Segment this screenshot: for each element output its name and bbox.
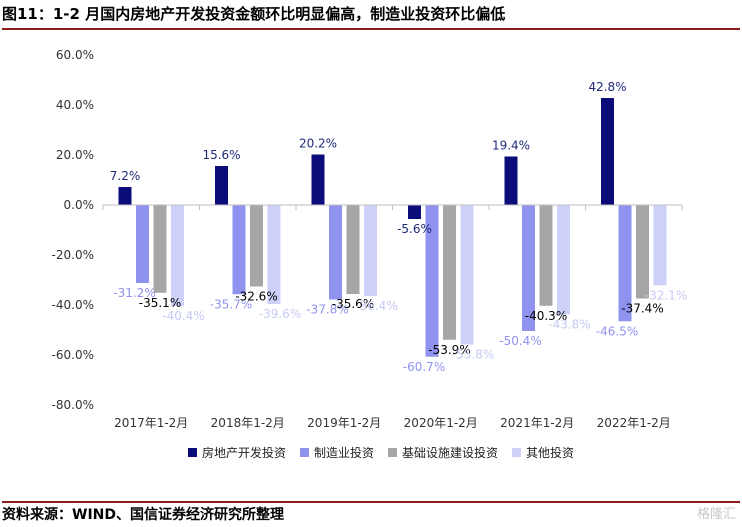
data-label-1-4: -5.6%	[397, 222, 432, 236]
bar-4-3	[364, 205, 377, 296]
y-tick-label: 60.0%	[56, 48, 94, 62]
y-tick-label: -20.0%	[52, 248, 94, 262]
x-tick-label: 2022年1-2月	[597, 416, 671, 430]
data-label-1-1: 7.2%	[110, 169, 141, 183]
bar-4-2	[267, 205, 281, 304]
data-label-2-6: -46.5%	[596, 324, 638, 338]
y-tick-label: -80.0%	[52, 398, 94, 412]
bar-4-6	[653, 205, 667, 286]
y-tick-label: 0.0%	[64, 198, 95, 212]
x-tick-label: 2018年1-2月	[211, 416, 285, 430]
bar-1-5	[504, 156, 518, 205]
bar-3-3	[346, 205, 360, 294]
data-label-2-4: -60.7%	[403, 360, 445, 374]
data-label-4-4: -55.8%	[452, 348, 494, 362]
bar-4-1	[171, 205, 184, 306]
data-label-3-6: -37.4%	[621, 302, 663, 316]
data-label-2-5: -50.4%	[499, 334, 541, 348]
bar-2-2	[232, 205, 246, 295]
figure-title: 图11：1-2 月国内房地产开发投资金额环比明显偏高，制造业投资环比偏低	[2, 5, 506, 23]
bar-3-2	[250, 205, 263, 287]
x-tick-label: 2019年1-2月	[307, 416, 381, 430]
source-rule	[2, 501, 740, 503]
bar-2-3	[329, 205, 342, 300]
data-label-3-1: -35.1%	[139, 296, 181, 310]
data-label-2-3: -37.8%	[306, 303, 348, 317]
bar-4-4	[460, 205, 474, 345]
bar-2-1	[136, 205, 149, 283]
data-labels: 7.2% 15.6% 20.2% -5.6% 19.4% 42.8% -31.2% -35.7…	[110, 80, 687, 374]
bar-3-4	[443, 205, 456, 340]
data-label-1-2: 15.6%	[202, 148, 240, 162]
bar-3-5	[539, 205, 553, 306]
bar-1-1	[118, 187, 132, 205]
legend: 房地产开发投资 制造业投资 基础设施建设投资 其他投资	[188, 445, 574, 460]
bar-1-4	[408, 205, 421, 219]
bar-2-5	[522, 205, 535, 331]
legend-label-1: 房地产开发投资	[202, 445, 286, 460]
watermark-logo: 格隆汇	[696, 507, 736, 522]
data-label-1-5: 19.4%	[492, 139, 530, 153]
bar-1-2	[215, 166, 228, 205]
legend-swatch-2	[300, 448, 309, 457]
legend-swatch-3	[388, 448, 397, 457]
y-axis: 60.0% 40.0% 20.0% 0.0% -20.0% -40.0% -60.0% -80…	[52, 48, 94, 412]
x-axis: 2017年1-2月 2018年1-2月 2019年1-2月 2020年1-2月 2021…	[102, 204, 683, 430]
data-label-4-6: -32.1%	[645, 288, 687, 302]
data-label-4-3: -36.4%	[355, 299, 397, 313]
legend-label-3: 基础设施建设投资	[402, 445, 498, 460]
title-rule	[2, 28, 740, 30]
y-tick-label: 40.0%	[56, 98, 94, 112]
legend-label-2: 制造业投资	[314, 445, 374, 460]
y-tick-label: -60.0%	[52, 348, 94, 362]
x-tick-label: 2017年1-2月	[114, 416, 188, 430]
data-label-3-2: -32.6%	[235, 290, 277, 304]
legend-swatch-4	[512, 448, 521, 457]
data-label-3-5: -40.3%	[525, 309, 567, 323]
source-note: 资料来源：WIND、国信证券经济研究所整理	[2, 507, 284, 523]
x-tick-label: 2021年1-2月	[500, 416, 574, 430]
data-label-4-1: -40.4%	[162, 309, 204, 323]
bar-4-5	[557, 205, 570, 315]
bar-2-6	[618, 205, 632, 322]
data-label-4-5: -43.8%	[548, 318, 590, 332]
y-tick-label: -40.0%	[52, 298, 94, 312]
legend-label-4: 其他投资	[526, 445, 574, 460]
bar-2-4	[425, 205, 439, 357]
bars	[118, 98, 667, 357]
bar-3-1	[153, 205, 167, 293]
data-label-4-2: -39.6%	[259, 307, 301, 321]
legend-swatch-1	[188, 448, 197, 457]
data-label-1-3: 20.2%	[299, 137, 337, 151]
bar-3-6	[636, 205, 649, 299]
bar-chart: 60.0% 40.0% 20.0% 0.0% -20.0% -40.0% -60.0% -80…	[52, 48, 688, 460]
data-label-3-3: -35.6%	[332, 297, 374, 311]
data-label-2-1: -31.2%	[113, 286, 155, 300]
data-label-2-2: -35.7%	[210, 297, 252, 311]
x-tick-label: 2020年1-2月	[404, 416, 478, 430]
bar-1-3	[311, 154, 325, 205]
data-label-1-6: 42.8%	[588, 80, 626, 94]
y-tick-label: 20.0%	[56, 148, 94, 162]
data-label-3-4: -53.9%	[428, 343, 470, 357]
bar-1-6	[601, 98, 614, 205]
